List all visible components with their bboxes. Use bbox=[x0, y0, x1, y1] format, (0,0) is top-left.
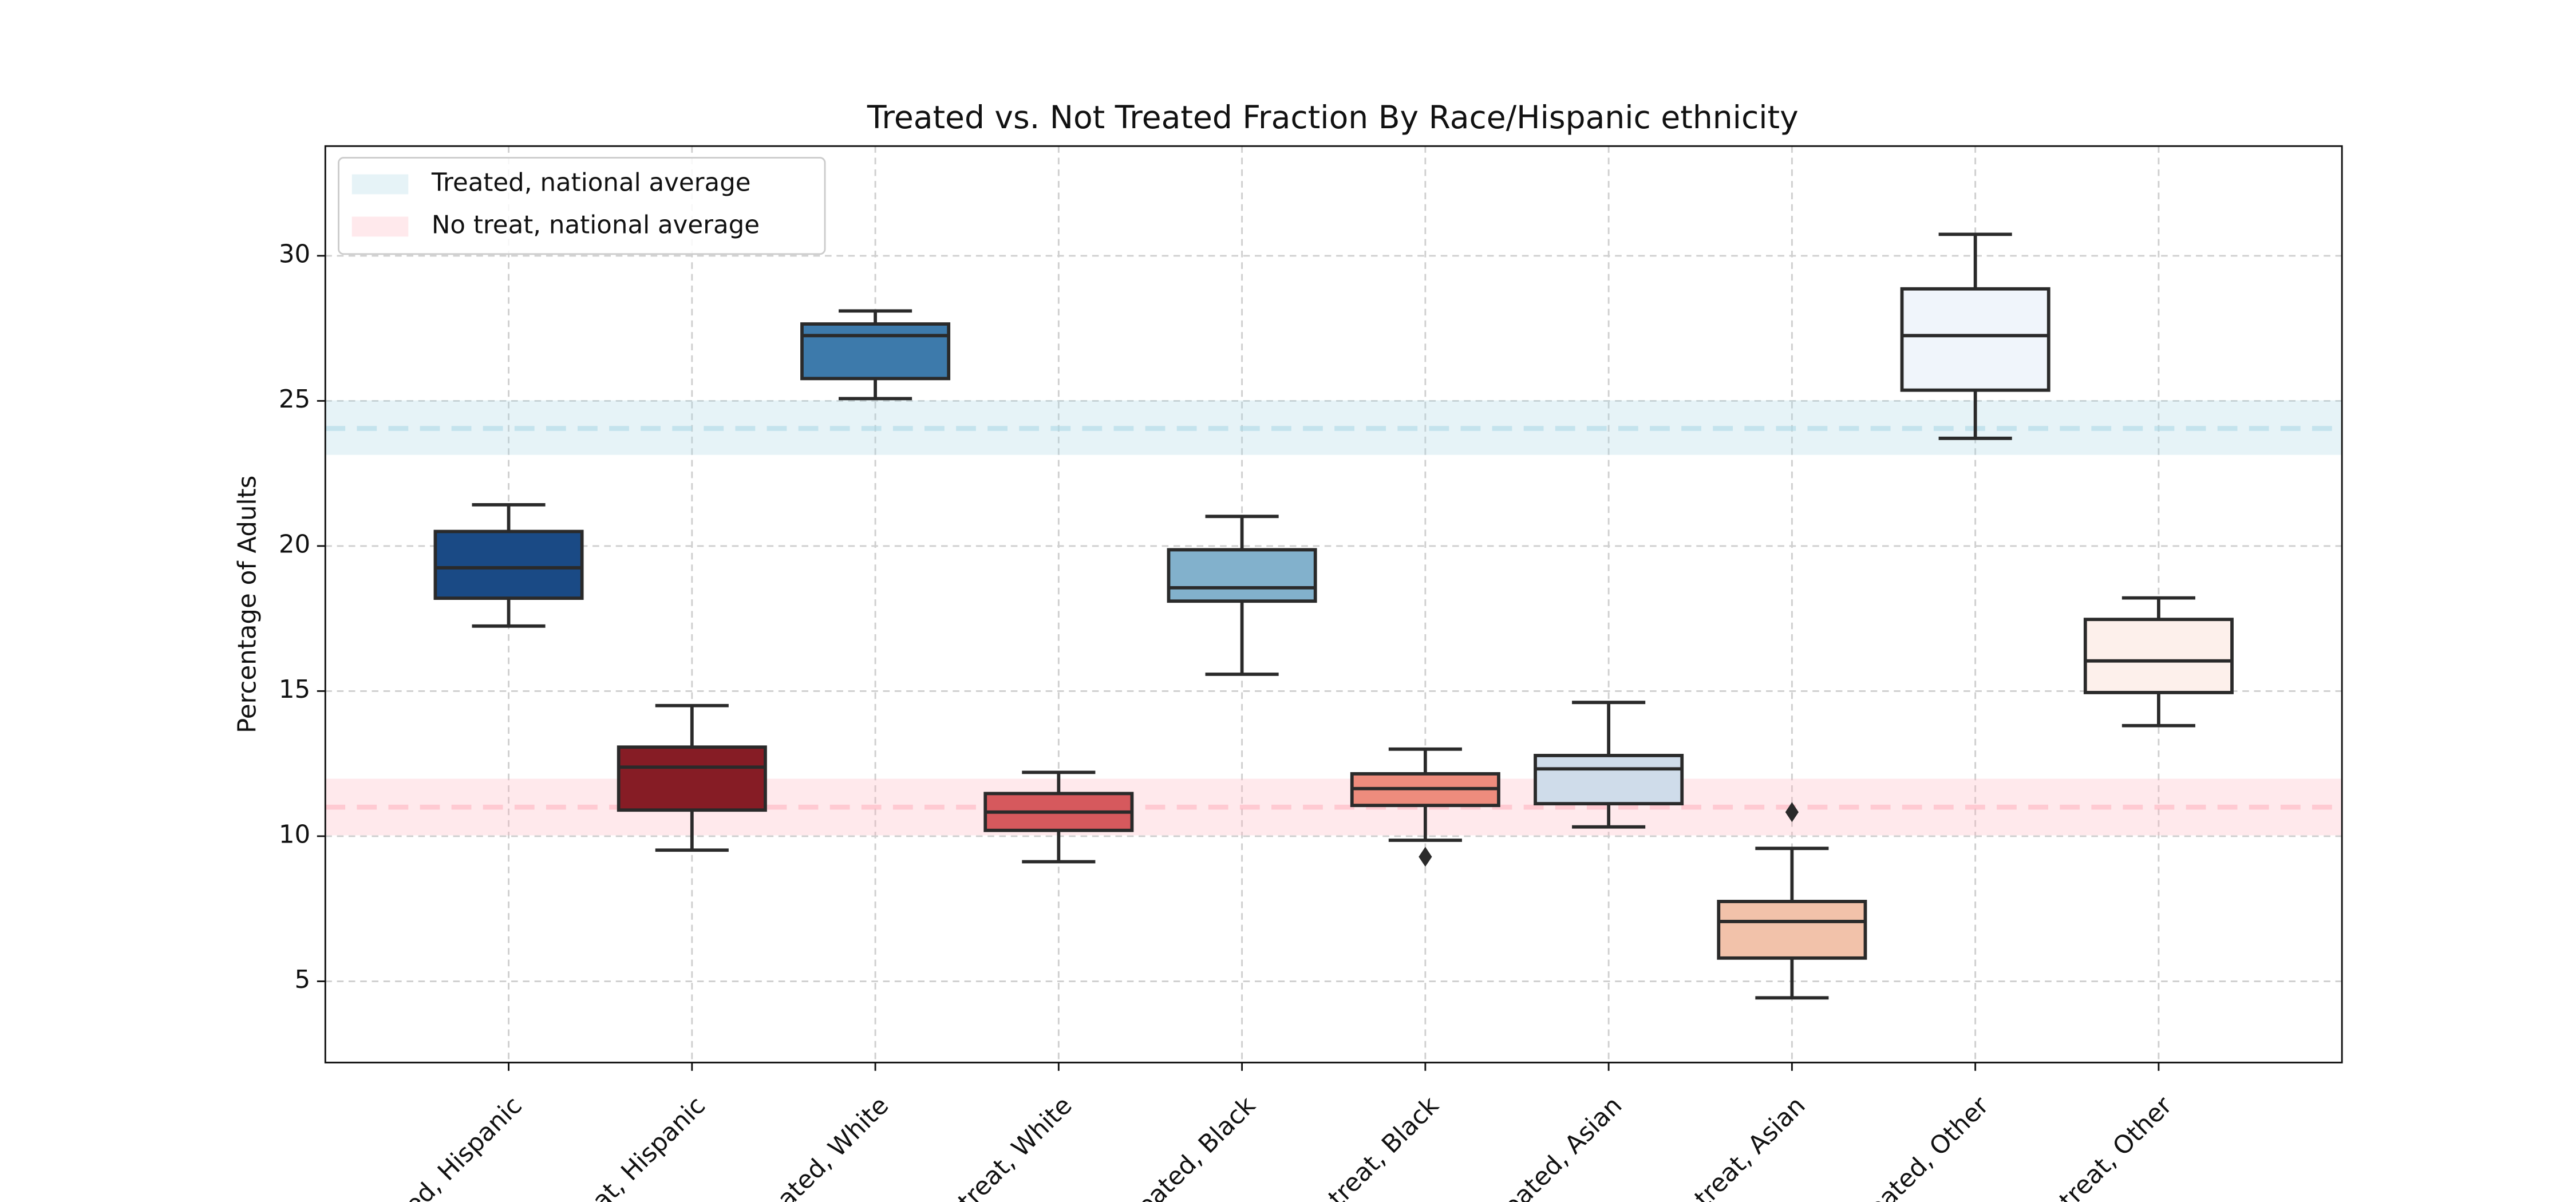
x-tick-label: No treat, Hispanic bbox=[533, 1092, 711, 1202]
x-tick-label: No treat, White bbox=[923, 1092, 1078, 1202]
flier bbox=[1785, 802, 1799, 823]
y-tick-label: 20 bbox=[279, 530, 310, 559]
legend-swatch bbox=[351, 216, 409, 237]
legend-frame bbox=[338, 157, 826, 255]
box-group bbox=[1534, 701, 1684, 829]
legend: Treated, national average No treat, natio… bbox=[338, 157, 826, 255]
x-tick-label: No treat, Other bbox=[2025, 1091, 2178, 1202]
box-group bbox=[617, 703, 767, 852]
box-group bbox=[1350, 747, 1500, 867]
box bbox=[1167, 548, 1317, 603]
x-tick-label: Treated, Asian bbox=[1482, 1092, 1627, 1202]
x-tick-label: Treated, Other bbox=[1847, 1091, 1995, 1202]
box-group bbox=[800, 309, 951, 401]
box bbox=[1717, 900, 1867, 960]
x-tick-label: No treat, Asian bbox=[1660, 1092, 1811, 1202]
box-group bbox=[433, 503, 584, 628]
box bbox=[1900, 287, 2050, 392]
y-tick-label: 5 bbox=[295, 966, 311, 994]
box-group bbox=[1900, 232, 2050, 440]
flier bbox=[1419, 847, 1432, 867]
y-tick-label: 25 bbox=[279, 385, 310, 414]
legend-label: No treat, national average bbox=[432, 211, 760, 239]
box-group bbox=[983, 770, 1134, 864]
x-tick-label: Treated, Black bbox=[1116, 1091, 1262, 1202]
plot-frame bbox=[324, 145, 2343, 1063]
box bbox=[433, 529, 584, 600]
box-group bbox=[1167, 515, 1317, 676]
box bbox=[1534, 754, 1684, 806]
y-tick-label: 15 bbox=[279, 675, 310, 704]
box bbox=[2083, 618, 2234, 694]
legend-label: Treated, national average bbox=[431, 168, 751, 197]
box-group bbox=[1717, 802, 1867, 1000]
box bbox=[800, 322, 951, 381]
box-group bbox=[2083, 596, 2234, 727]
x-tick-label: No treat, Black bbox=[1294, 1091, 1445, 1202]
y-tick-label: 10 bbox=[279, 820, 310, 849]
x-tick-label: Treated, Hispanic bbox=[355, 1092, 528, 1202]
legend-swatch bbox=[351, 174, 409, 195]
chart-title: Treated vs. Not Treated Fraction By Race… bbox=[867, 99, 1799, 136]
y-axis-label: Percentage of Adults bbox=[233, 476, 262, 733]
x-tick-label: Treated, White bbox=[746, 1092, 895, 1202]
box bbox=[617, 745, 767, 812]
y-tick-label: 30 bbox=[279, 240, 310, 268]
